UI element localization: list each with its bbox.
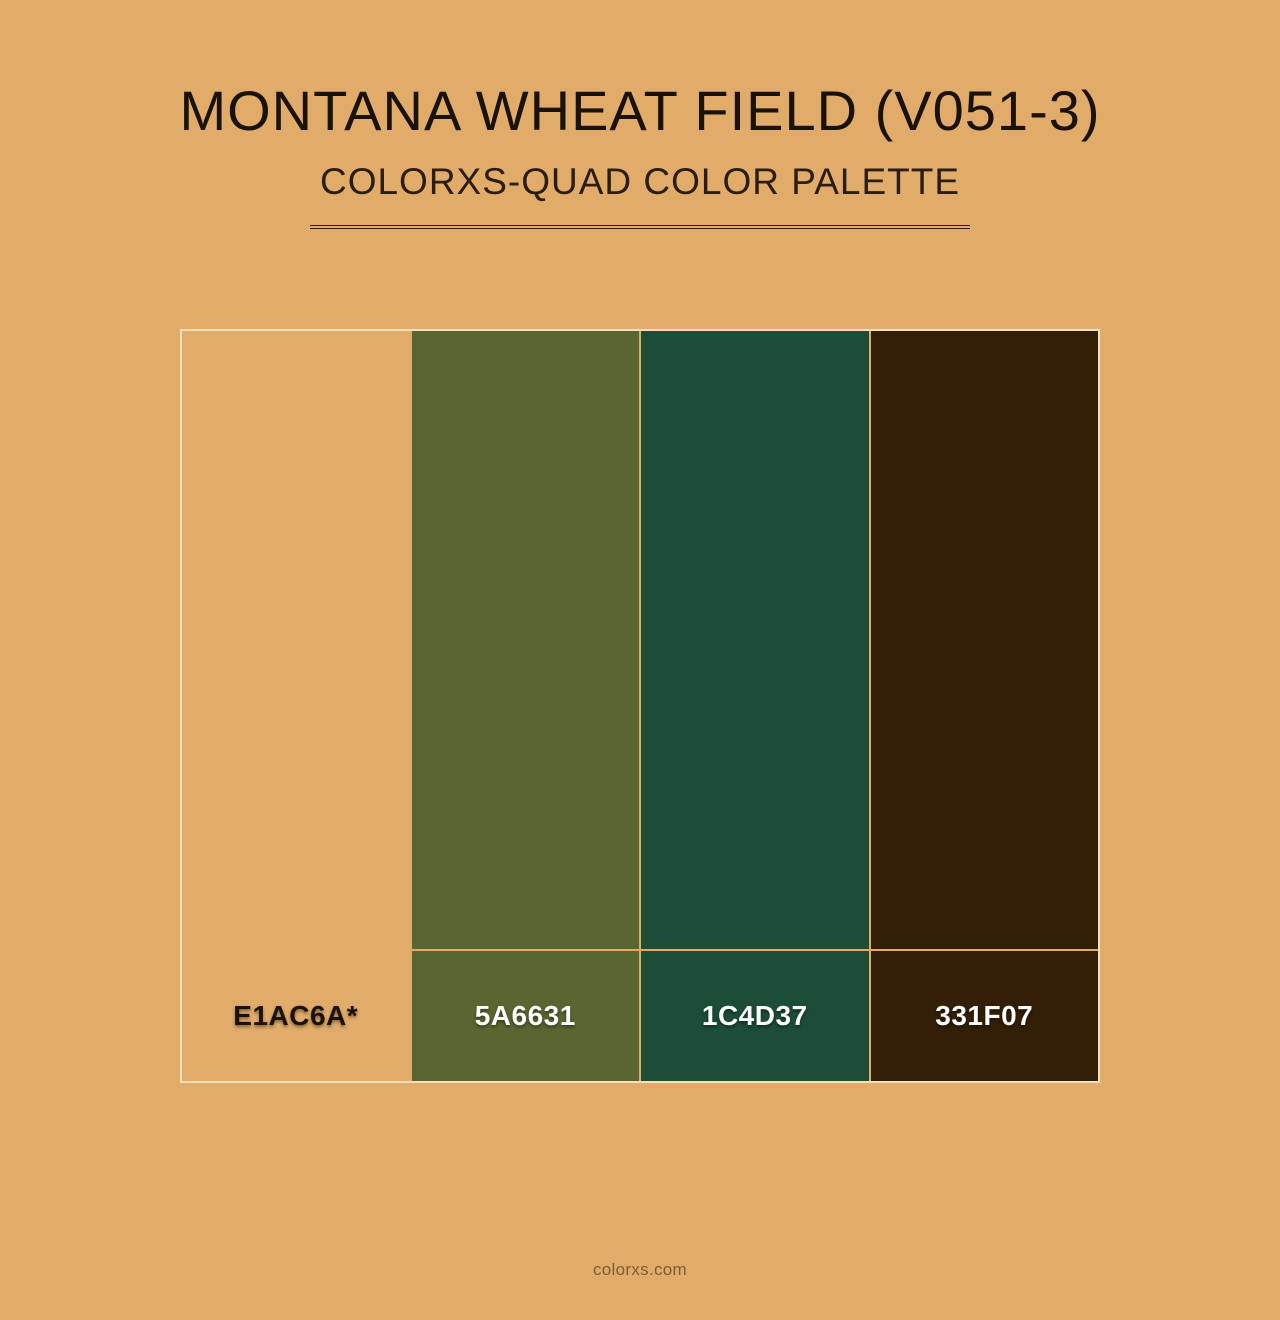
color-swatch-label-area: E1AC6A* [182, 951, 410, 1081]
palette-title: MONTANA WHEAT FIELD (V051-3) [179, 78, 1100, 143]
color-swatch-label-area: 1C4D37 [641, 951, 869, 1081]
hex-label: 331F07 [935, 1000, 1033, 1032]
palette-card: MONTANA WHEAT FIELD (V051-3) COLORXS-QUA… [0, 0, 1280, 1320]
color-swatch-label-area: 331F07 [871, 951, 1099, 1081]
color-swatch [871, 331, 1099, 951]
footer-credit: colorxs.com [0, 1260, 1280, 1280]
hex-label: E1AC6A* [233, 1000, 358, 1032]
color-palette: E1AC6A* 5A6631 1C4D37 331F07 [180, 329, 1100, 1083]
color-swatch-label-area: 5A6631 [412, 951, 640, 1081]
palette-subtitle: COLORXS-QUAD COLOR PALETTE [320, 161, 960, 203]
palette-column: 1C4D37 [641, 331, 871, 1081]
color-swatch [182, 331, 410, 951]
color-swatch [641, 331, 869, 951]
hex-label: 5A6631 [475, 1000, 576, 1032]
palette-column: 5A6631 [412, 331, 642, 1081]
title-divider [310, 225, 970, 229]
palette-column: E1AC6A* [182, 331, 412, 1081]
palette-column: 331F07 [871, 331, 1099, 1081]
hex-label: 1C4D37 [702, 1000, 808, 1032]
color-swatch [412, 331, 640, 951]
palette-wrap: E1AC6A* 5A6631 1C4D37 331F07 [180, 329, 1100, 1083]
